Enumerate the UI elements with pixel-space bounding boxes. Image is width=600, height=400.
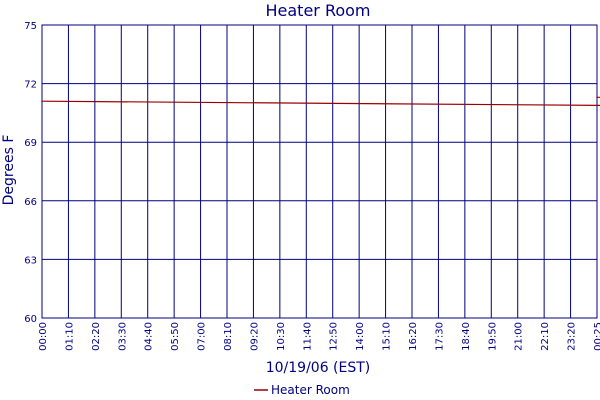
x-tick-label: 19:50 [487, 322, 498, 351]
data-point [41, 100, 43, 102]
x-tick-label: 04:40 [144, 322, 155, 351]
x-tick-label: 09:20 [249, 322, 260, 351]
x-tick-label: 16:20 [408, 322, 419, 351]
x-tick-label: 05:50 [170, 322, 181, 351]
chart-title: Heater Room [265, 1, 370, 20]
y-tick-labels: 60 63 66 69 72 75 [24, 21, 37, 325]
legend-label: Heater Room [271, 383, 350, 397]
x-tick-label: 14:00 [355, 322, 366, 351]
x-tick-label: 01:10 [64, 322, 75, 351]
x-tick-label: 00:25 [593, 322, 600, 351]
series-group [41, 96, 600, 106]
x-tick-label: 08:10 [223, 322, 234, 351]
grid [41, 24, 598, 319]
x-tick-label: 11:40 [302, 322, 313, 351]
x-tick-label: 02:20 [91, 322, 102, 351]
y-tick-label: 72 [24, 80, 37, 91]
x-tick-label: 03:30 [117, 322, 128, 351]
x-tick-labels: 00:00 01:10 02:20 03:30 04:40 05:50 07:00 08:10… [38, 322, 600, 351]
y-axis-label: Degrees F [1, 135, 17, 206]
x-tick-label: 17:30 [434, 322, 445, 351]
x-tick-label: 23:20 [567, 322, 578, 351]
x-tick-label: 07:00 [197, 322, 208, 351]
y-tick-label: 60 [24, 314, 37, 325]
y-tick-label: 63 [24, 255, 37, 266]
plot-border [41, 24, 598, 319]
y-tick-label: 66 [24, 197, 37, 208]
y-tick-label: 75 [24, 21, 37, 32]
x-tick-label: 12:50 [329, 322, 340, 351]
x-tick-label: 18:40 [461, 322, 472, 351]
legend: Heater Room [254, 383, 350, 397]
y-tick-label: 69 [24, 138, 37, 149]
data-point [596, 96, 598, 99]
x-tick-label: 10:30 [276, 322, 287, 351]
x-tick-label: 15:10 [382, 322, 393, 351]
x-tick-label: 22:10 [540, 322, 551, 351]
x-axis-label: 10/19/06 (EST) [266, 360, 371, 376]
series-line [41, 96, 600, 106]
x-tick-label: 00:00 [38, 322, 49, 351]
x-tick-label: 21:00 [514, 322, 525, 351]
